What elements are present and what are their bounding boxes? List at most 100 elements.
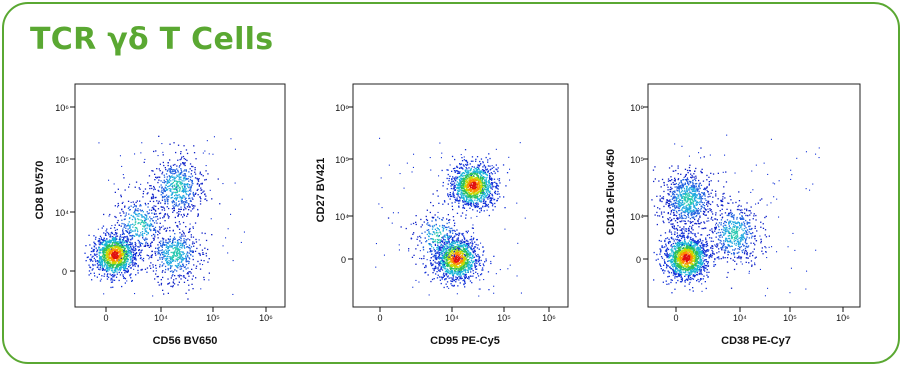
event-dot (156, 176, 158, 178)
event-dot (449, 246, 451, 248)
event-dot (112, 260, 114, 262)
event-dot (172, 199, 174, 202)
event-dot (183, 266, 186, 268)
event-dot (475, 193, 477, 195)
event-dot (174, 260, 176, 262)
event-dot (137, 272, 139, 274)
event-dot (188, 271, 190, 273)
event-dot (160, 249, 162, 252)
event-dot (176, 225, 178, 227)
event-dot (146, 242, 149, 245)
event-dot (131, 249, 133, 251)
event-dot (164, 203, 166, 205)
event-dot (110, 281, 113, 283)
event-dot (129, 226, 131, 228)
event-dot (136, 213, 138, 216)
event-dot (93, 241, 95, 243)
event-dot (457, 200, 459, 202)
event-dot (159, 258, 161, 260)
event-dot (146, 244, 148, 246)
event-dot (106, 266, 108, 268)
event-dot (171, 169, 174, 171)
event-dot (203, 260, 205, 262)
event-dot (129, 217, 131, 219)
event-dot (161, 246, 163, 248)
event-dot (169, 167, 171, 170)
event-dot (104, 233, 107, 235)
event-dot (158, 246, 160, 248)
event-dot (473, 247, 475, 249)
event-dot (84, 252, 86, 254)
event-dot (444, 261, 446, 263)
event-dot (129, 209, 131, 211)
event-dot (450, 259, 452, 261)
event-dot (127, 240, 129, 242)
event-dot (167, 278, 169, 280)
event-dot (467, 204, 469, 206)
event-dot (189, 184, 191, 186)
event-dot (157, 281, 159, 283)
event-dot (106, 238, 108, 240)
event-dot (461, 271, 463, 273)
event-dot (474, 170, 476, 172)
event-dot (180, 246, 182, 248)
event-dot (468, 183, 470, 185)
event-dot (115, 250, 118, 253)
event-dot (155, 230, 157, 232)
event-dot (474, 183, 476, 186)
event-dot (114, 256, 116, 258)
event-dot (170, 256, 172, 258)
event-dot (185, 259, 187, 261)
event-dot (444, 253, 446, 255)
event-dot (456, 193, 458, 195)
event-dot (484, 171, 487, 173)
event-dot (181, 180, 183, 182)
event-dot (478, 165, 480, 167)
event-dot (459, 262, 461, 264)
event-dot (503, 196, 505, 198)
event-dot (183, 184, 185, 186)
event-dot (183, 240, 185, 242)
event-dot (454, 184, 456, 187)
event-dot (164, 190, 166, 192)
event-dot (162, 206, 164, 208)
event-dot (202, 264, 204, 266)
event-dot (470, 200, 472, 202)
event-dot (440, 240, 442, 243)
event-dot (457, 252, 460, 254)
event-dot (171, 183, 174, 185)
event-dot (462, 264, 465, 266)
event-dot (159, 232, 161, 234)
event-dot (131, 256, 133, 258)
event-dot (145, 238, 147, 241)
event-dot (175, 187, 177, 189)
event-dot (111, 259, 113, 261)
event-dot (435, 262, 437, 264)
event-dot (144, 228, 147, 230)
event-dot (114, 268, 116, 270)
event-dot (464, 189, 466, 192)
event-dot (187, 298, 189, 300)
event-dot (483, 181, 485, 183)
plot-1-xtick-1: 10⁴ (154, 313, 168, 323)
event-dot (486, 168, 489, 170)
event-dot (442, 203, 444, 205)
event-dot (180, 258, 182, 260)
plot-2-dots (375, 137, 526, 297)
event-dot (180, 242, 182, 244)
event-dot (122, 253, 124, 256)
event-dot (465, 199, 468, 202)
plot-1: 0 10⁴ 10⁵ 10⁶ 0 10⁴ 10⁵ 10⁶ CD56 BV650 C… (34, 83, 286, 347)
event-dot (448, 249, 450, 251)
event-dot (479, 211, 481, 213)
event-dot (125, 258, 127, 260)
event-dot (168, 195, 170, 197)
event-dot (439, 269, 441, 271)
event-dot (205, 170, 207, 172)
event-dot (478, 188, 480, 190)
event-dot (174, 169, 176, 171)
event-dot (450, 251, 452, 254)
event-dot (185, 208, 187, 210)
event-dot (471, 243, 474, 245)
event-dot (134, 205, 136, 207)
